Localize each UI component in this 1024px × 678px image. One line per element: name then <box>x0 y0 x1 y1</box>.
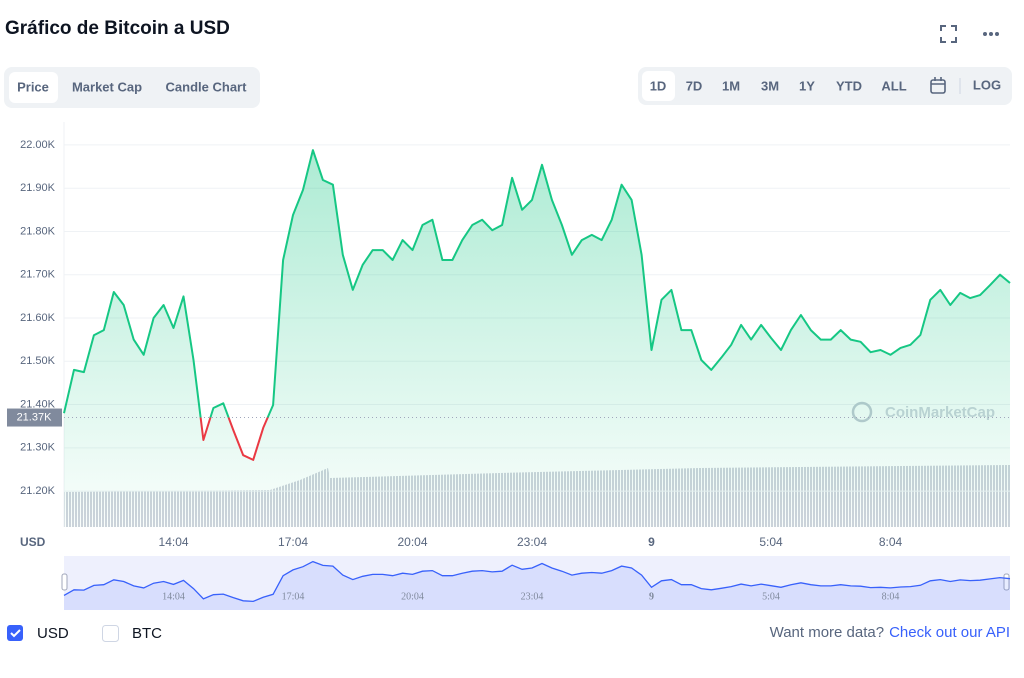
active-range <box>642 71 675 101</box>
y-tick-label: 22.00K <box>20 139 56 151</box>
price-area <box>64 150 1010 527</box>
range-button[interactable]: YTD <box>836 78 862 93</box>
x-tick-label: 8:04 <box>879 535 903 549</box>
active-tab <box>9 72 58 103</box>
fullscreen-icon[interactable] <box>940 25 957 43</box>
check-mark <box>10 629 21 638</box>
navigator-area <box>64 561 1010 610</box>
more-icon[interactable] <box>983 32 999 36</box>
y-tick-label: 21.30K <box>20 442 56 454</box>
tab[interactable]: Candle Chart <box>166 79 248 94</box>
navigator-tick-label: 9 <box>649 591 654 602</box>
range-button[interactable]: 1D <box>650 78 667 93</box>
footer-text: Want more data? <box>770 624 885 641</box>
x-tick-label: 14:04 <box>159 535 189 549</box>
range-button[interactable]: 1Y <box>799 78 815 93</box>
tab[interactable]: Price <box>17 79 49 94</box>
currency-label[interactable]: BTC <box>132 625 162 642</box>
navigator-tick-label: 20:04 <box>401 591 424 602</box>
currency-label[interactable]: USD <box>37 625 69 642</box>
y-tick-label: 21.80K <box>20 225 56 237</box>
x-tick-label: 23:04 <box>517 535 547 549</box>
tab-group <box>4 67 260 108</box>
y-tick-label: 21.90K <box>20 182 56 194</box>
y-tick-label: 21.40K <box>20 398 56 410</box>
log-button[interactable]: LOG <box>973 77 1001 92</box>
navigator-tick-label: 23:04 <box>521 591 544 602</box>
x-tick-label: 20:04 <box>398 535 428 549</box>
price-line <box>63 149 1011 461</box>
x-tick-label: 17:04 <box>278 535 308 549</box>
x-tick-label: 9 <box>648 535 655 549</box>
navigator-tick-label: 14:04 <box>162 591 185 602</box>
navigator-tick-label: 5:04 <box>762 591 780 602</box>
baseline-label-bg <box>7 408 62 427</box>
y-tick-label: 21.50K <box>20 355 56 367</box>
y-tick-label: 21.20K <box>20 485 56 497</box>
y-unit-label: USD <box>20 535 46 549</box>
range-button[interactable]: 3M <box>761 78 779 93</box>
navigator-line <box>63 560 1011 603</box>
tab[interactable]: Market Cap <box>72 79 142 94</box>
api-link[interactable]: Check out our API <box>889 624 1010 641</box>
calendar-icon[interactable] <box>930 77 946 94</box>
y-tick-label: 21.70K <box>20 269 56 281</box>
range-button[interactable]: 1M <box>722 78 740 93</box>
navigator-bg <box>64 556 1010 610</box>
chart-title: Gráfico de Bitcoin a USD <box>5 18 230 39</box>
navigator-handle[interactable] <box>61 573 68 591</box>
checkbox-checked[interactable] <box>7 625 23 641</box>
y-tick-label: 21.60K <box>20 312 56 324</box>
range-button[interactable]: ALL <box>881 78 906 93</box>
range-button[interactable]: 7D <box>686 78 703 93</box>
x-tick-label: 5:04 <box>759 535 783 549</box>
navigator-tick-label: 8:04 <box>882 591 900 602</box>
baseline-label: 21.37K <box>17 411 53 423</box>
navigator-tick-label: 17:04 <box>282 591 305 602</box>
range-group <box>638 67 1012 105</box>
footer: Want more data? Check out our API <box>770 624 1010 641</box>
checkbox[interactable] <box>102 625 119 642</box>
